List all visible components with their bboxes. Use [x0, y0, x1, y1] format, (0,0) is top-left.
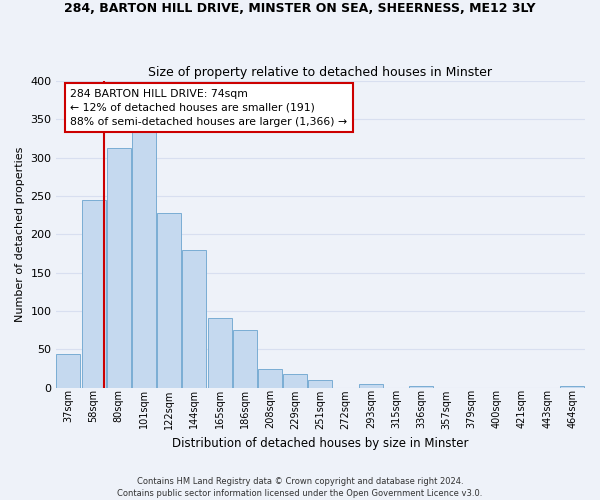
Bar — [157, 213, 181, 388]
Bar — [82, 200, 106, 388]
Bar — [560, 386, 584, 388]
Bar — [359, 384, 383, 388]
Bar — [409, 386, 433, 388]
Y-axis label: Number of detached properties: Number of detached properties — [15, 146, 25, 322]
Bar — [107, 148, 131, 388]
Bar — [56, 354, 80, 388]
Text: 284, BARTON HILL DRIVE, MINSTER ON SEA, SHEERNESS, ME12 3LY: 284, BARTON HILL DRIVE, MINSTER ON SEA, … — [64, 2, 536, 16]
Title: Size of property relative to detached houses in Minster: Size of property relative to detached ho… — [148, 66, 493, 78]
Bar — [182, 250, 206, 388]
X-axis label: Distribution of detached houses by size in Minster: Distribution of detached houses by size … — [172, 437, 469, 450]
Bar — [208, 318, 232, 388]
Bar — [233, 330, 257, 388]
Bar — [132, 131, 156, 388]
Bar — [283, 374, 307, 388]
Text: Contains HM Land Registry data © Crown copyright and database right 2024.
Contai: Contains HM Land Registry data © Crown c… — [118, 476, 482, 498]
Bar — [308, 380, 332, 388]
Bar — [258, 368, 282, 388]
Text: 284 BARTON HILL DRIVE: 74sqm
← 12% of detached houses are smaller (191)
88% of s: 284 BARTON HILL DRIVE: 74sqm ← 12% of de… — [70, 88, 347, 126]
